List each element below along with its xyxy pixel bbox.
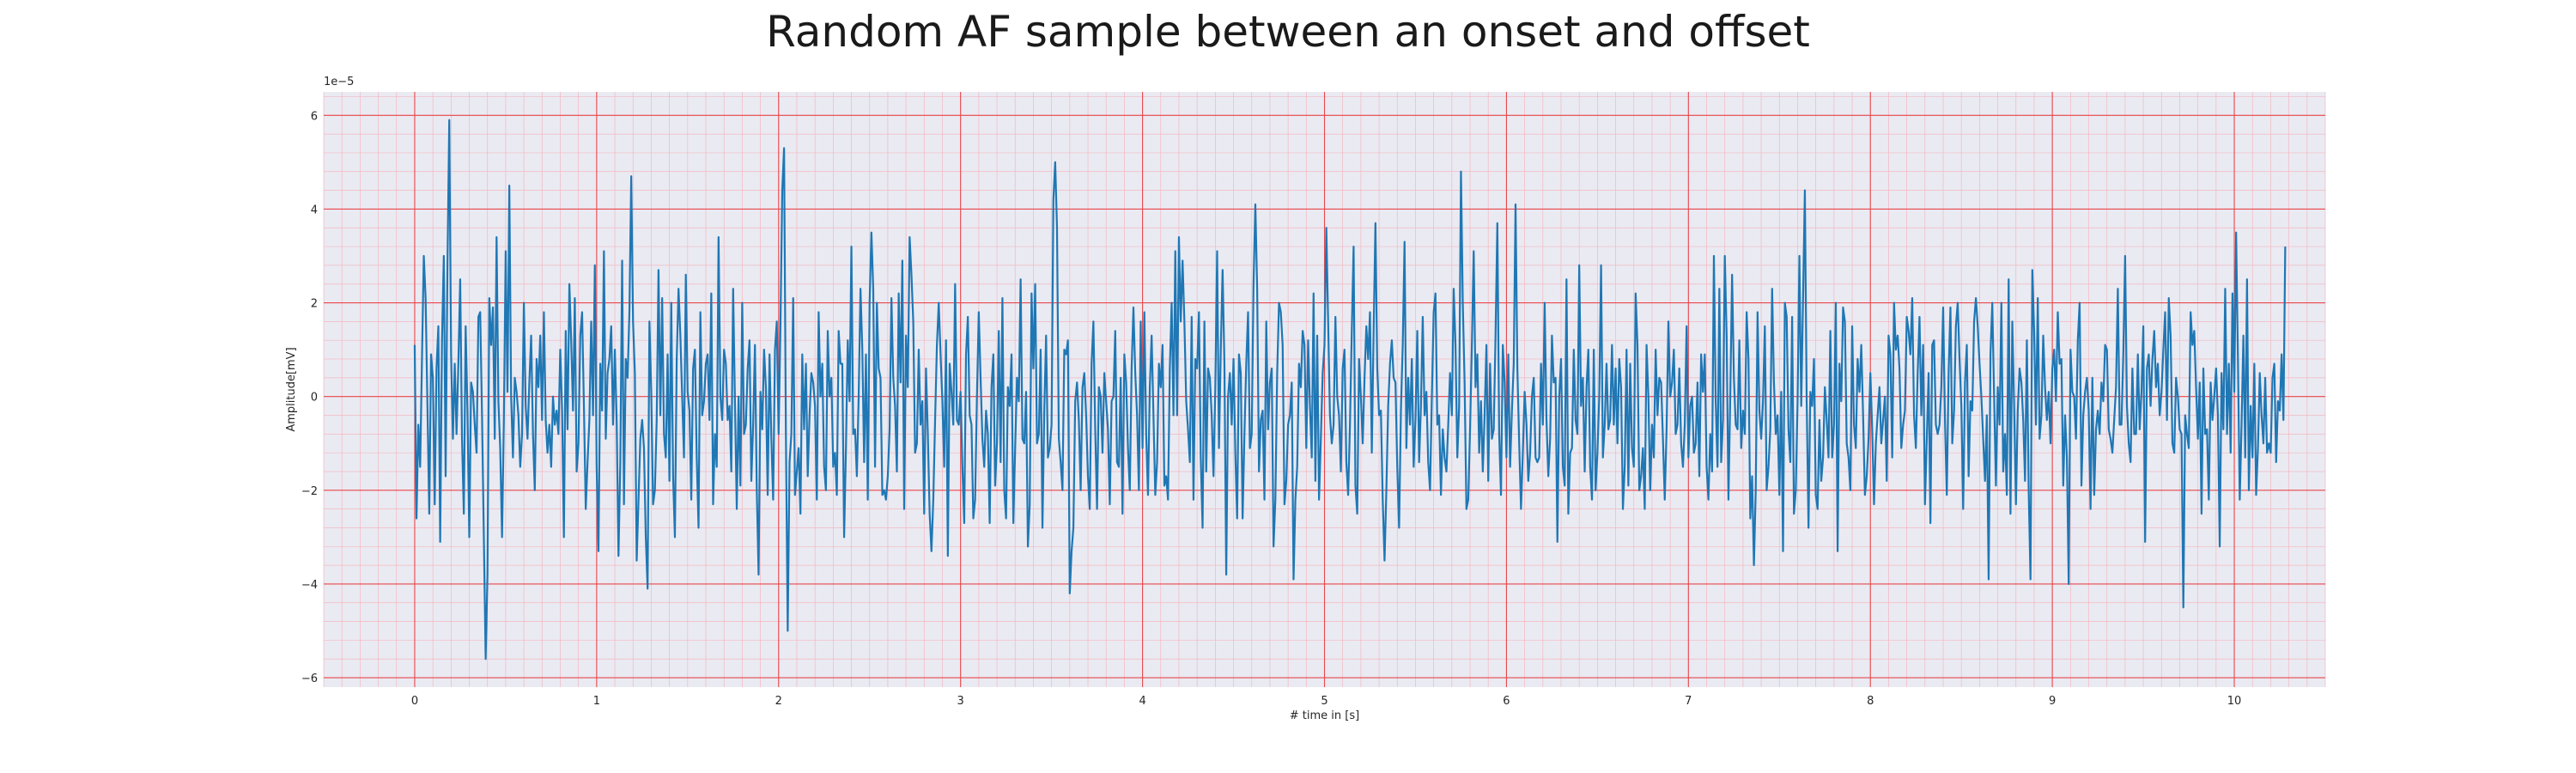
y-tick-label: −4 (301, 579, 318, 592)
x-tick-label: 0 (411, 695, 418, 708)
x-tick-label: 5 (1321, 695, 1327, 708)
x-tick-label: 1 (593, 695, 600, 708)
x-tick-label: 10 (2227, 695, 2242, 708)
y-tick-label: 6 (311, 110, 318, 123)
y-tick-label: 4 (311, 204, 318, 216)
y-offset-label: 1e−5 (324, 76, 354, 88)
y-tick-label: −2 (301, 485, 318, 498)
x-tick-label: 7 (1685, 695, 1692, 708)
y-tick-label: 0 (311, 392, 318, 405)
x-axis-label: # time in [s] (1290, 709, 1359, 722)
x-tick-label: 2 (775, 695, 782, 708)
y-tick-label: 2 (311, 298, 318, 311)
y-tick-label: −6 (301, 673, 318, 685)
chart-title: Random AF sample between an onset and of… (766, 7, 1810, 57)
x-tick-label: 8 (1867, 695, 1874, 708)
x-tick-label: 3 (957, 695, 964, 708)
x-tick-label: 4 (1139, 695, 1145, 708)
x-tick-label: 6 (1503, 695, 1510, 708)
x-tick-label: 9 (2049, 695, 2056, 708)
y-axis-label: Amplitude[mV] (285, 347, 298, 431)
signal-series-line (413, 119, 2287, 660)
